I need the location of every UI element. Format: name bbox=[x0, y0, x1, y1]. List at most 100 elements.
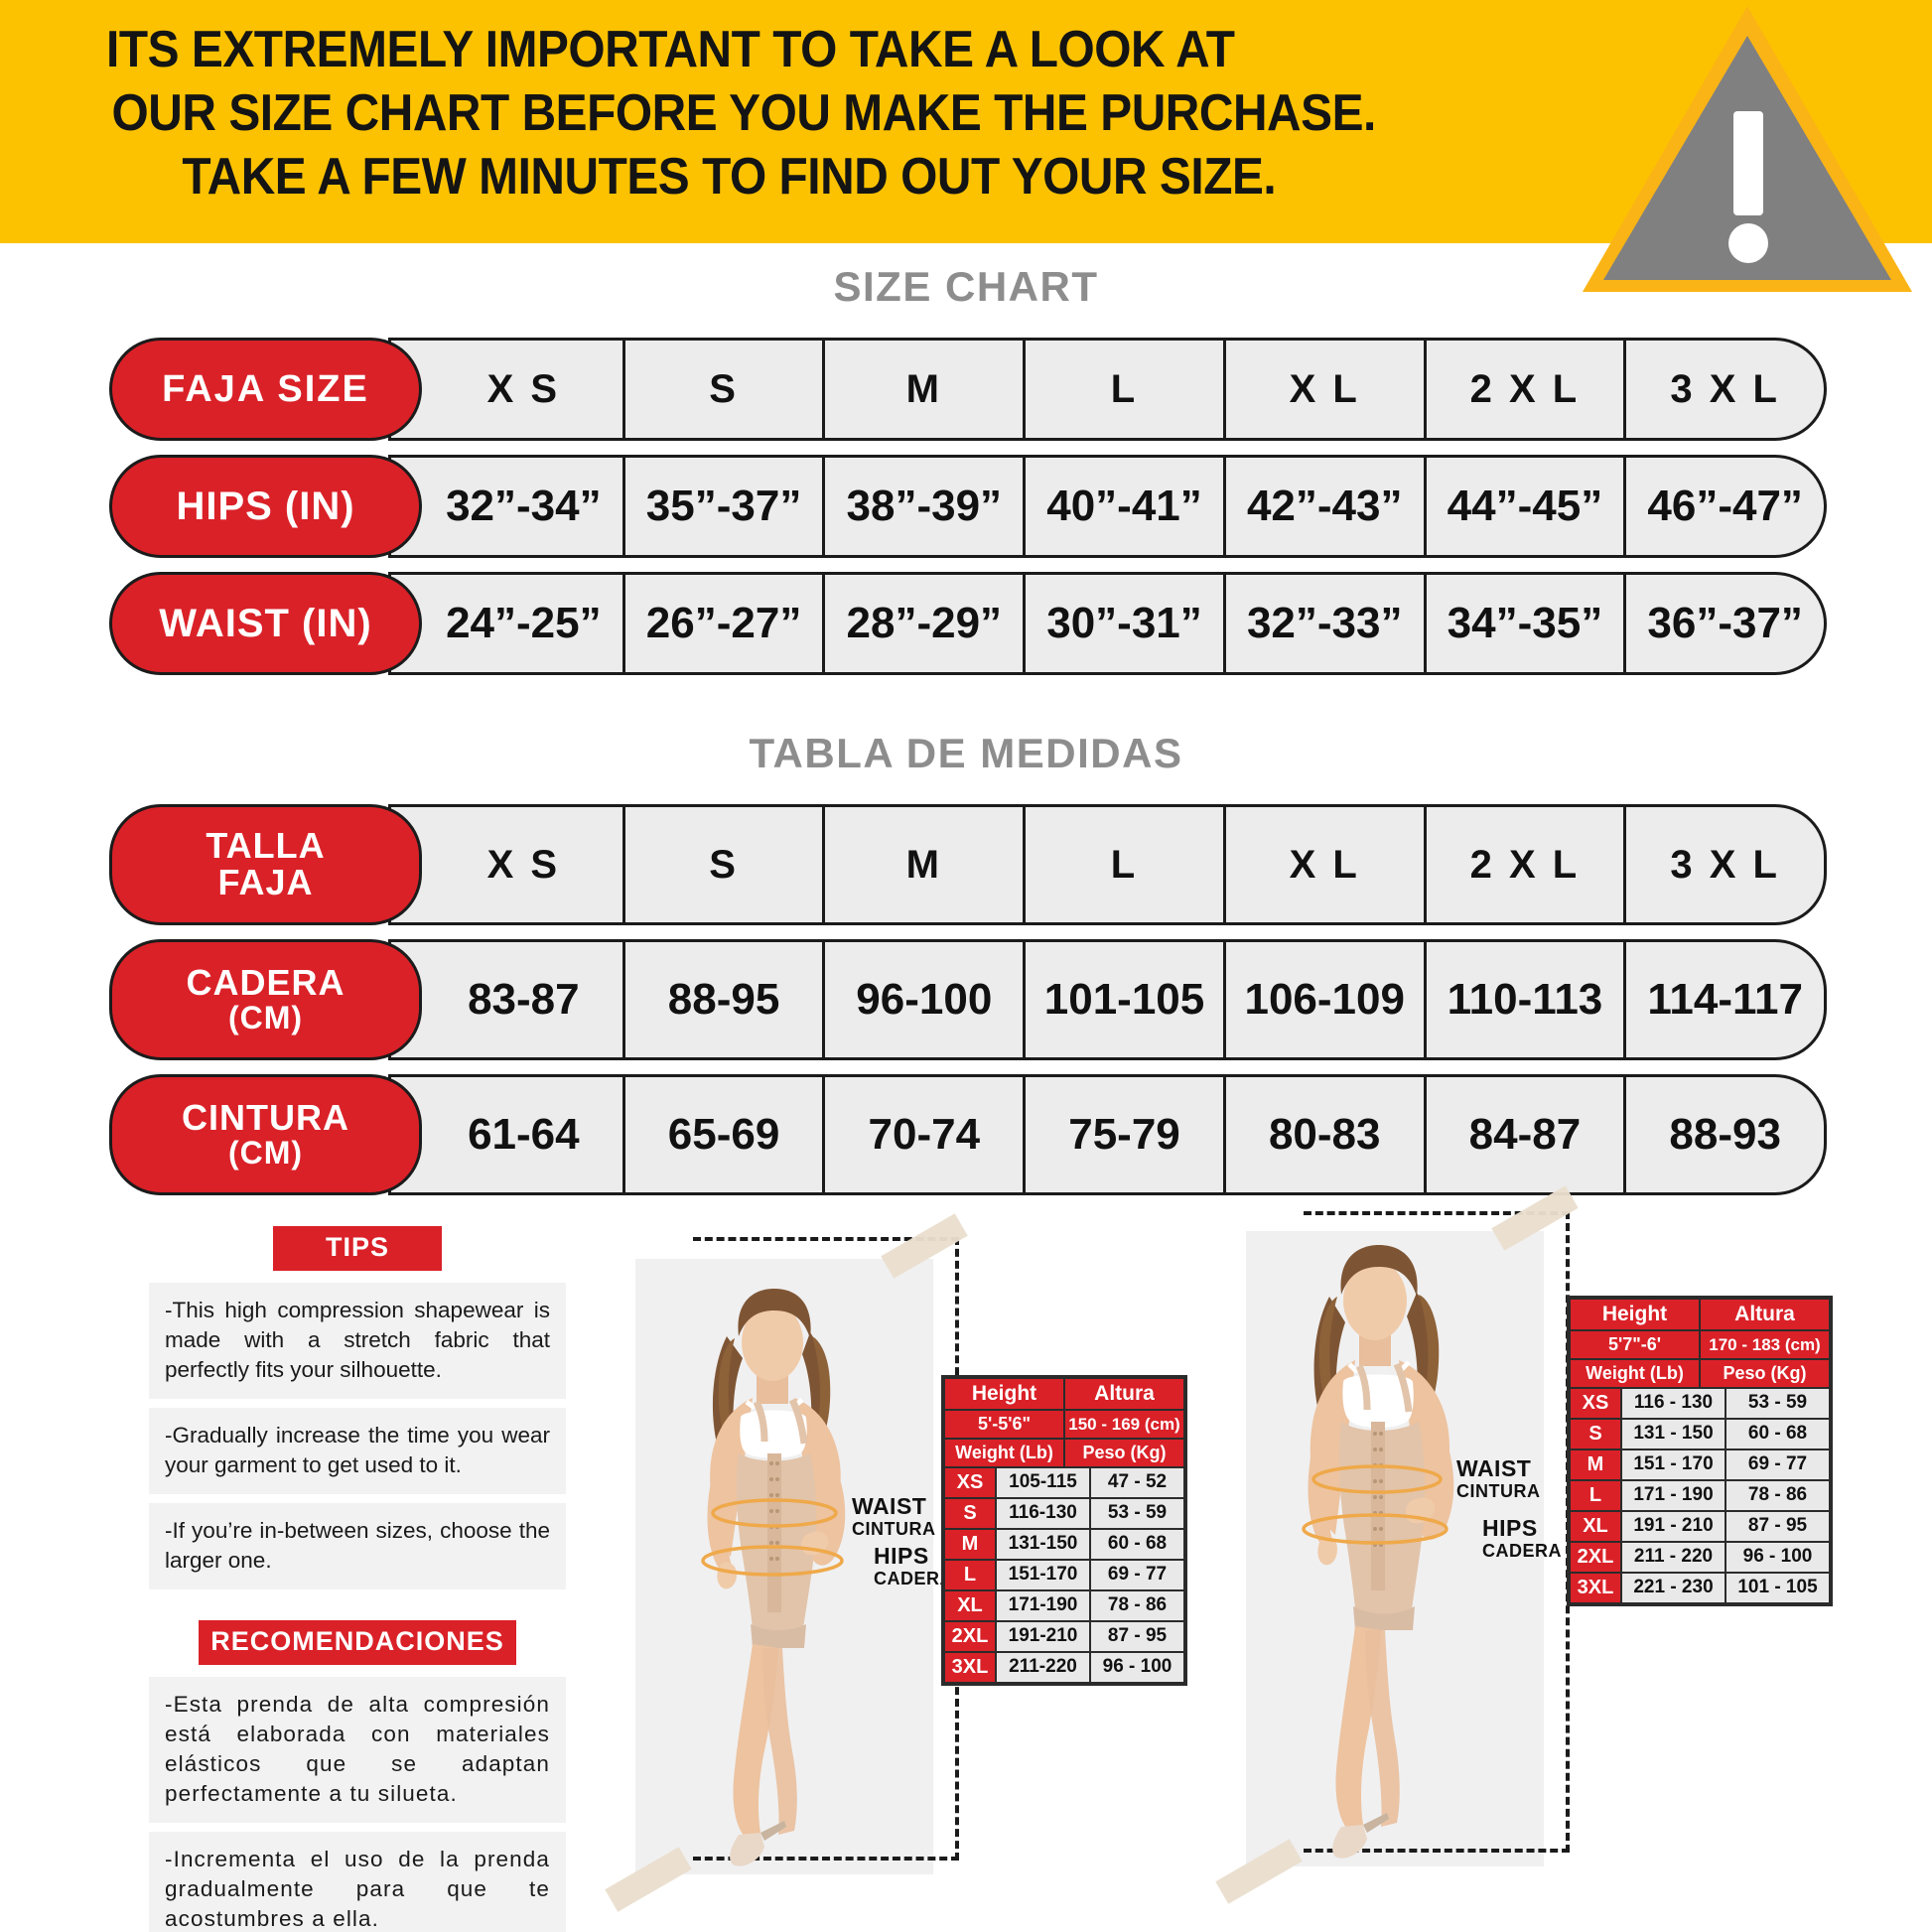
table-cell: 106-109 bbox=[1222, 942, 1424, 1057]
row-label-cintura-cm: CINTURA (CM) bbox=[109, 1074, 422, 1195]
row-label-line-1: CADERA bbox=[186, 962, 345, 1004]
hips-label-en: HIPS bbox=[874, 1543, 929, 1569]
hw-size-cell: L bbox=[944, 1559, 996, 1590]
table-row: CADERA (CM) 83-87 88-95 96-100 101-105 1… bbox=[109, 939, 1827, 1060]
table-cell: 35”-37” bbox=[621, 458, 823, 555]
model-photo-card-left: WAIST CINTURA HIPS CADERA bbox=[605, 1213, 968, 1912]
waist-label-es: CINTURA bbox=[852, 1519, 936, 1539]
waist-measure-label: WAIST CINTURA bbox=[1456, 1455, 1541, 1501]
tips-badge: TIPS bbox=[273, 1226, 442, 1271]
hw-lb-cell: 171 - 190 bbox=[1621, 1479, 1725, 1511]
size-header-cell: 3 X L bbox=[1623, 341, 1824, 438]
height-weight-table-left: Height Altura 5'-5'6" 150 - 169 (cm) Wei… bbox=[941, 1375, 1187, 1686]
weight-header-en: Weight (Lb) bbox=[1570, 1358, 1700, 1388]
hw-lb-cell: 211 - 220 bbox=[1621, 1541, 1725, 1573]
waist-label-es: CINTURA bbox=[1456, 1481, 1541, 1501]
row-label-line-2: (CM) bbox=[227, 1135, 304, 1172]
banner-headline: ITS EXTREMELY IMPORTANT TO TAKE A LOOK A… bbox=[95, 18, 1465, 208]
warning-banner: ITS EXTREMELY IMPORTANT TO TAKE A LOOK A… bbox=[0, 0, 1932, 243]
table-header-row: FAJA SIZE X S S M L X L 2 X L 3 X L bbox=[109, 338, 1827, 441]
hw-kg-cell: 69 - 77 bbox=[1090, 1559, 1184, 1590]
row-cells: 32”-34” 35”-37” 38”-39” 40”-41” 42”-43” … bbox=[388, 455, 1827, 558]
hw-lb-cell: 171-190 bbox=[996, 1589, 1090, 1621]
table-row: WAIST (IN) 24”-25” 26”-27” 28”-29” 30”-3… bbox=[109, 572, 1827, 675]
size-chart-title: SIZE CHART bbox=[833, 263, 1099, 310]
hw-size-cell: 2XL bbox=[1570, 1541, 1621, 1573]
row-cells: 24”-25” 26”-27” 28”-29” 30”-31” 32”-33” … bbox=[388, 572, 1827, 675]
banner-line-1: ITS EXTREMELY IMPORTANT TO TAKE A LOOK A… bbox=[106, 21, 1235, 78]
hw-size-cell: S bbox=[1570, 1418, 1621, 1449]
hw-size-cell: L bbox=[1570, 1479, 1621, 1511]
hw-size-cell: XL bbox=[1570, 1510, 1621, 1542]
hw-row: L 151-170 69 - 77 bbox=[944, 1559, 1184, 1590]
waist-measure-label: WAIST CINTURA bbox=[852, 1493, 936, 1539]
table-cell: 101-105 bbox=[1023, 942, 1223, 1057]
hw-kg-cell: 53 - 59 bbox=[1725, 1387, 1830, 1419]
table-cell: 114-117 bbox=[1623, 942, 1824, 1057]
table-cell: 46”-47” bbox=[1623, 458, 1824, 555]
table-cell: 80-83 bbox=[1222, 1077, 1424, 1192]
hips-label-es: CADERA bbox=[1482, 1541, 1563, 1561]
waist-label-en: WAIST bbox=[852, 1493, 927, 1519]
tabla-medidas-table: TALLA FAJA X S S M L X L 2 X L 3 X L CAD… bbox=[109, 804, 1827, 1209]
hw-size-cell: XS bbox=[1570, 1387, 1621, 1419]
height-header-en: Height bbox=[1570, 1299, 1700, 1331]
table-row: HIPS (IN) 32”-34” 35”-37” 38”-39” 40”-41… bbox=[109, 455, 1827, 558]
hw-size-cell: 3XL bbox=[944, 1651, 996, 1683]
hw-size-cell: M bbox=[944, 1528, 996, 1560]
row-cells: 61-64 65-69 70-74 75-79 80-83 84-87 88-9… bbox=[388, 1074, 1827, 1195]
hw-weight-header-row: Weight (Lb) Peso (Kg) bbox=[1570, 1358, 1830, 1388]
header-cells: X S S M L X L 2 X L 3 X L bbox=[388, 804, 1827, 925]
hw-size-cell: XL bbox=[944, 1589, 996, 1621]
height-header-es: Altura bbox=[1064, 1378, 1184, 1411]
recomendaciones-badge: RECOMENDACIONES bbox=[199, 1620, 516, 1665]
hw-kg-cell: 101 - 105 bbox=[1725, 1572, 1830, 1603]
table-cell: 65-69 bbox=[621, 1077, 823, 1192]
model-photo-card-right: WAIST CINTURA HIPS CADERA bbox=[1215, 1185, 1579, 1904]
row-label-line-1: CINTURA bbox=[182, 1097, 349, 1139]
weight-header-es: Peso (Kg) bbox=[1064, 1438, 1184, 1467]
model-figure-icon bbox=[635, 1259, 933, 1874]
row-label-talla-faja: TALLA FAJA bbox=[109, 804, 422, 925]
hw-header-row: Height Altura bbox=[944, 1378, 1184, 1411]
recomendacion-item: -Esta prenda de alta compresión está ela… bbox=[149, 1677, 566, 1823]
hw-row: XS 105-115 47 - 52 bbox=[944, 1466, 1184, 1498]
hw-row: L 171 - 190 78 - 86 bbox=[1570, 1479, 1830, 1511]
hw-lb-cell: 131 - 150 bbox=[1621, 1418, 1725, 1449]
waist-label-en: WAIST bbox=[1456, 1455, 1532, 1481]
table-cell: 84-87 bbox=[1423, 1077, 1624, 1192]
hw-height-value-row: 5'7"-6' 170 - 183 (cm) bbox=[1570, 1330, 1830, 1359]
table-cell: 70-74 bbox=[822, 1077, 1023, 1192]
hw-kg-cell: 60 - 68 bbox=[1090, 1528, 1184, 1560]
hw-row: XS 116 - 130 53 - 59 bbox=[1570, 1387, 1830, 1419]
table-cell: 83-87 bbox=[468, 975, 580, 1024]
hips-measure-label: HIPS CADERA bbox=[1482, 1517, 1563, 1561]
hw-kg-cell: 47 - 52 bbox=[1090, 1466, 1184, 1498]
height-value-en: 5'7"-6' bbox=[1570, 1330, 1700, 1359]
hw-row: 2XL 211 - 220 96 - 100 bbox=[1570, 1541, 1830, 1573]
row-label-faja-size: FAJA SIZE bbox=[109, 338, 422, 441]
size-header-cell: X S bbox=[486, 366, 561, 411]
hw-row: S 131 - 150 60 - 68 bbox=[1570, 1418, 1830, 1449]
size-header-cell: 3 X L bbox=[1623, 807, 1824, 922]
hw-lb-cell: 116-130 bbox=[996, 1497, 1090, 1529]
warning-triangle-icon bbox=[1577, 2, 1914, 295]
hw-lb-cell: 191-210 bbox=[996, 1620, 1090, 1652]
weight-header-en: Weight (Lb) bbox=[944, 1438, 1064, 1467]
row-cells: 83-87 88-95 96-100 101-105 106-109 110-1… bbox=[388, 939, 1827, 1060]
hw-kg-cell: 87 - 95 bbox=[1090, 1620, 1184, 1652]
table-cell: 36”-37” bbox=[1623, 575, 1824, 672]
hw-lb-cell: 151-170 bbox=[996, 1559, 1090, 1590]
hw-kg-cell: 96 - 100 bbox=[1725, 1541, 1830, 1573]
table-cell: 96-100 bbox=[822, 942, 1023, 1057]
hips-label-es: CADERA bbox=[874, 1569, 954, 1588]
size-header-cell: X S bbox=[486, 842, 561, 887]
model-figure-icon bbox=[1246, 1231, 1544, 1866]
hw-size-cell: M bbox=[1570, 1449, 1621, 1480]
hw-kg-cell: 87 - 95 bbox=[1725, 1510, 1830, 1542]
height-header-es: Altura bbox=[1700, 1299, 1830, 1331]
row-label-line-2: (CM) bbox=[227, 1000, 304, 1036]
tip-item: -This high compression shapewear is made… bbox=[149, 1283, 566, 1399]
hw-row: 2XL 191-210 87 - 95 bbox=[944, 1620, 1184, 1652]
